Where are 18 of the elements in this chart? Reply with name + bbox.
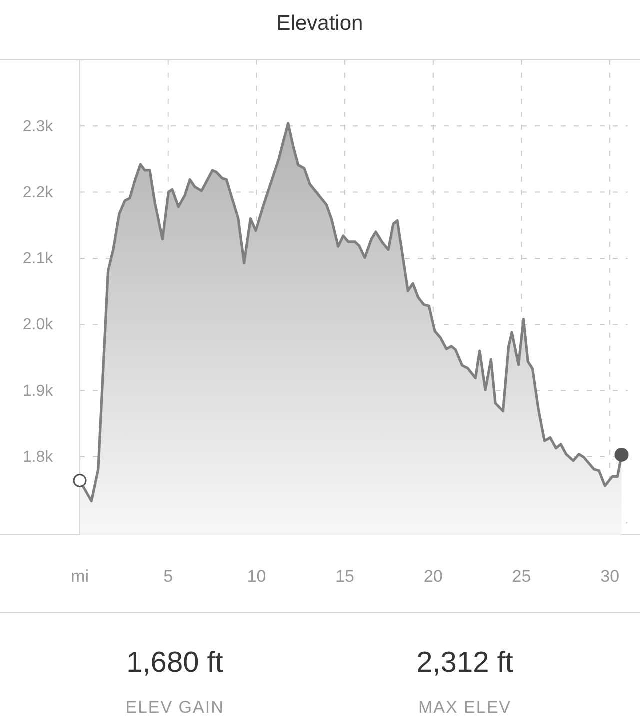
y-tick-label: 2.2k — [22, 184, 54, 202]
x-tick-label: 25 — [512, 567, 532, 586]
y-tick-label: 1.9k — [22, 382, 54, 400]
x-tick-label: mi — [71, 567, 89, 586]
x-tick-label: 5 — [164, 567, 174, 586]
x-tick-label: 10 — [247, 567, 266, 586]
y-tick-label: 2.1k — [22, 250, 54, 268]
text: 1,680 ft — [126, 647, 224, 679]
text: 2,312 ft — [416, 647, 514, 679]
chart-title: Elevation — [276, 12, 364, 35]
x-tick-label: 30 — [600, 567, 620, 586]
y-tick-label: 1.8k — [22, 449, 54, 466]
y-tick-label: 2.3k — [22, 118, 54, 136]
text: ELEV GAIN — [126, 698, 224, 717]
y-tick-label: 2.0k — [22, 316, 54, 334]
x-tick-label: 15 — [336, 567, 355, 586]
text: MAX ELEV — [418, 698, 512, 717]
x-tick-label: 20 — [424, 567, 443, 586]
